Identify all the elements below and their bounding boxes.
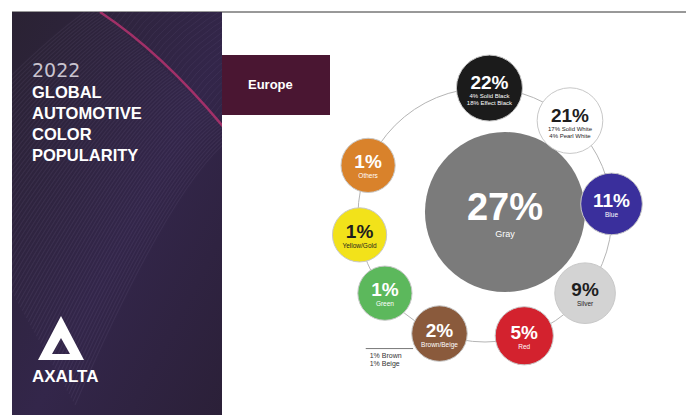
- color-bubble: [495, 307, 553, 365]
- feather-barb: [203, 45, 222, 105]
- feather-barb: [188, 32, 222, 92]
- title: GLOBAL AUTOMOTIVE COLOR POPULARITY: [32, 83, 142, 164]
- feather-barb: [134, 12, 204, 42]
- title-line: AUTOMOTIVE: [32, 104, 142, 122]
- detail-label: 18% Effect Black: [467, 100, 513, 106]
- value-label: 11%: [593, 190, 630, 211]
- chart-svg: 2022 GLOBAL AUTOMOTIVE COLOR POPULARITY AXALT…: [0, 0, 686, 415]
- color-bubble: [341, 138, 395, 192]
- title-line: COLOR: [32, 125, 92, 143]
- category-label: Silver: [577, 300, 594, 307]
- category-label: Red: [518, 343, 530, 350]
- feather-barb: [12, 56, 150, 253]
- feather-barb: [113, 12, 183, 22]
- feather-barb: [213, 55, 222, 115]
- bubbles: [332, 55, 642, 365]
- value-label: 1%: [346, 221, 374, 242]
- category-label: Gray: [495, 229, 515, 239]
- region-label: Europe: [248, 77, 293, 92]
- feather-barb: [65, 126, 222, 387]
- feather-barb: [75, 135, 222, 405]
- detail-label: 1% Brown: [370, 352, 402, 359]
- detail-label: 4% Solid Black: [469, 93, 510, 99]
- category-label: Blue: [605, 211, 618, 218]
- color-bubble: [425, 132, 585, 292]
- feather-barb: [45, 107, 205, 351]
- value-label: 9%: [571, 279, 599, 300]
- feather-barb: [210, 52, 222, 112]
- brand-name: AXALTA: [32, 367, 98, 386]
- value-label: 21%: [551, 105, 589, 126]
- left-panel: [12, 12, 222, 415]
- year-label: 2022: [32, 59, 80, 81]
- region-tab: [222, 55, 330, 115]
- feather-barb: [185, 28, 222, 88]
- page-root: 2022 GLOBAL AUTOMOTIVE COLOR POPULARITY AXALT…: [0, 0, 686, 415]
- value-label: 5%: [511, 322, 539, 343]
- detail-label: 4% Pearl White: [549, 133, 591, 139]
- value-label: 2%: [426, 320, 454, 341]
- feather-barb: [192, 35, 222, 95]
- feather-barb: [163, 12, 222, 68]
- feather-barb: [178, 22, 222, 82]
- feather-barb: [69, 129, 222, 394]
- bubble-labels: 27%Gray 22%4% Solid Black18% Effect Black…: [343, 72, 631, 367]
- color-bubble: [456, 55, 522, 121]
- color-bubble: [332, 208, 386, 262]
- color-bubble: [358, 266, 412, 320]
- feather-barb: [217, 58, 222, 118]
- feather-barb: [156, 12, 222, 62]
- category-label: Brown/Beige: [421, 341, 458, 349]
- feather-barb: [221, 62, 222, 122]
- category-label: Others: [358, 172, 378, 179]
- title-line: POPULARITY: [32, 146, 138, 164]
- feather-barb: [12, 52, 146, 245]
- color-bubble: [555, 263, 616, 324]
- detail-leader: [366, 348, 413, 349]
- value-label: 22%: [470, 72, 508, 93]
- value-label: 1%: [354, 151, 382, 172]
- title-line: GLOBAL: [32, 83, 102, 101]
- color-bubble: [412, 306, 468, 362]
- feather-barb: [120, 12, 190, 28]
- value-label: 27%: [467, 186, 543, 228]
- category-label: Yellow/Gold: [343, 242, 377, 249]
- color-bubble: [581, 173, 643, 235]
- detail-label: 17% Solid White: [548, 126, 593, 132]
- feather-barb: [73, 133, 222, 401]
- value-label: 1%: [371, 279, 399, 300]
- feather-barb: [106, 12, 176, 15]
- color-bubble: [537, 88, 603, 154]
- detail-label: 1% Beige: [370, 360, 400, 368]
- feather-barb: [167, 12, 222, 72]
- category-label: Green: [376, 300, 394, 307]
- brand-logo: [38, 316, 84, 360]
